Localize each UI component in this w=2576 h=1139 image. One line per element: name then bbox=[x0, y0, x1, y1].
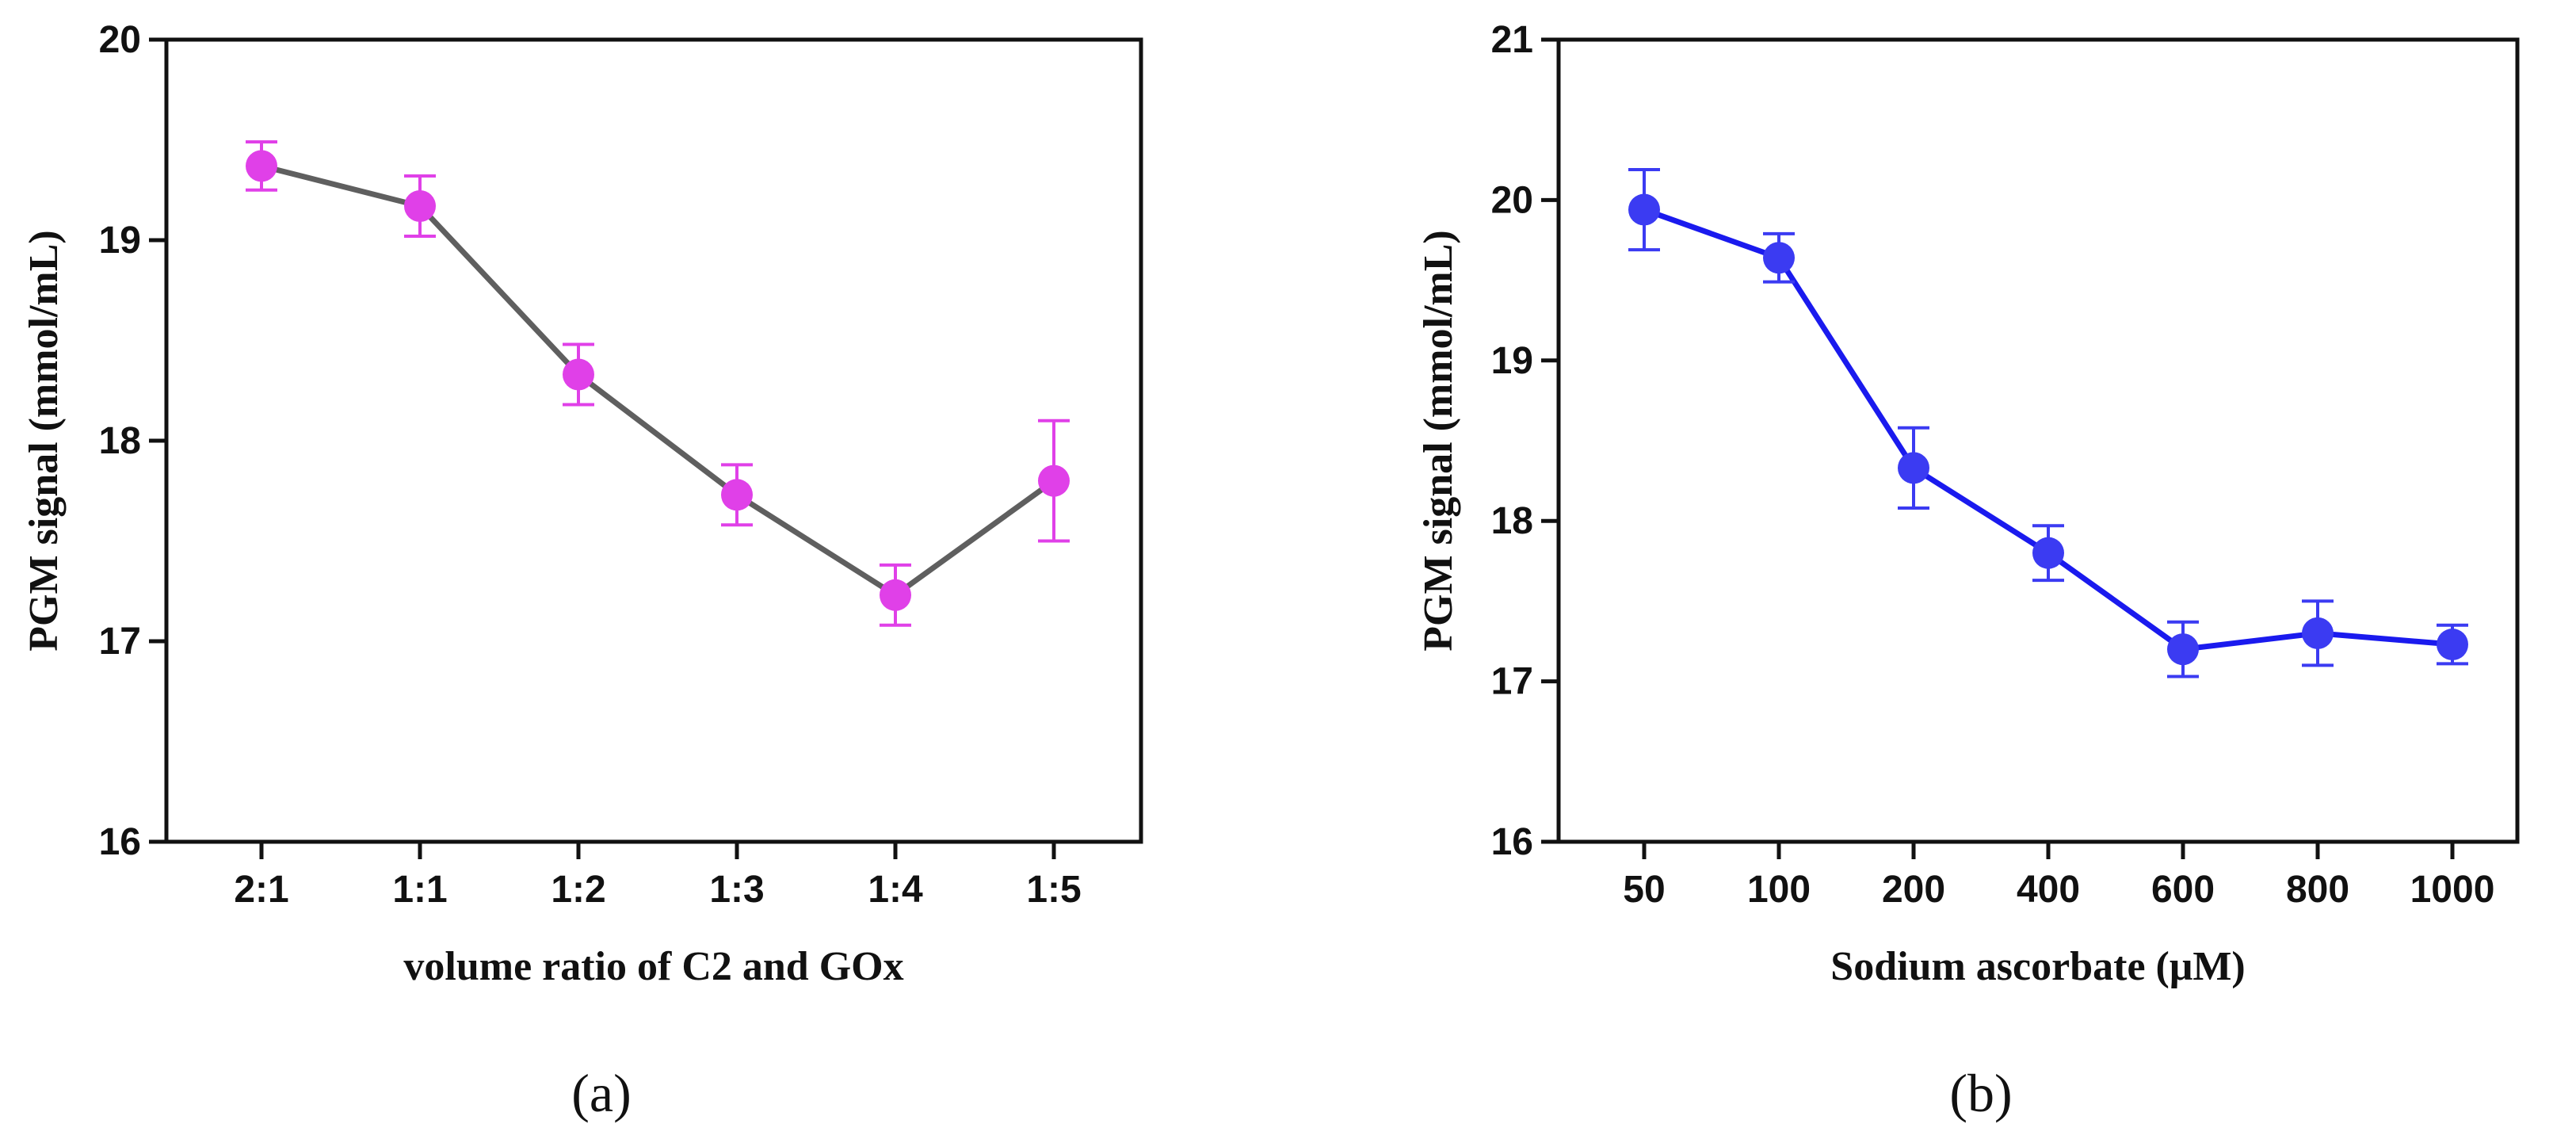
data-point bbox=[721, 479, 753, 511]
panel-label-a: (a) bbox=[571, 1063, 631, 1123]
data-point bbox=[404, 189, 436, 222]
y-ticks-a: 16 17 18 19 20 bbox=[99, 19, 166, 863]
x-tick-label: 1:1 bbox=[392, 869, 447, 911]
x-tick-label: 2:1 bbox=[234, 869, 288, 911]
data-point bbox=[1763, 242, 1795, 274]
y-tick-label: 20 bbox=[99, 19, 141, 61]
data-point bbox=[2167, 633, 2199, 666]
x-tick-label: 200 bbox=[1882, 869, 1945, 911]
x-tick-label: 1:2 bbox=[551, 869, 605, 911]
y-tick-label: 18 bbox=[99, 420, 141, 462]
x-axis-title-a: volume ratio of C2 and GOx bbox=[403, 944, 903, 989]
series-line-a bbox=[261, 162, 1056, 598]
data-point bbox=[2437, 629, 2468, 661]
y-tick-label: 19 bbox=[99, 220, 141, 262]
data-point bbox=[1628, 193, 1660, 226]
x-tick-label: 1:4 bbox=[868, 869, 923, 911]
data-point bbox=[2032, 537, 2064, 569]
x-tick-label: 400 bbox=[2017, 869, 2080, 911]
data-point bbox=[1038, 464, 1070, 497]
plot-frame-a bbox=[164, 37, 1143, 844]
y-tick-label: 17 bbox=[99, 621, 141, 663]
y-tick-label: 21 bbox=[1491, 19, 1533, 61]
chart-panel-a: 16 17 18 19 20 2:1 1:1 1:2 1:3 1:4 1:5 PGM signal… bbox=[21, 19, 1143, 1123]
y-axis-title-b: PGM signal (mmol/mL) bbox=[1416, 230, 1461, 652]
y-tick-label: 17 bbox=[1491, 661, 1533, 703]
panel-label-b: (b) bbox=[1949, 1063, 2012, 1123]
data-point bbox=[880, 579, 911, 611]
x-ticks-b: 50 100 200 400 600 800 1000 bbox=[1623, 842, 2494, 911]
data-point bbox=[2302, 617, 2334, 649]
y-axis-title-a: PGM signal (mmol/mL) bbox=[21, 230, 67, 652]
x-axis-title-b: Sodium ascorbate (μM) bbox=[1830, 944, 2245, 989]
x-tick-label: 600 bbox=[2151, 869, 2215, 911]
chart-panel-b: 16 17 18 19 20 21 50 100 200 400 600 800 1000 PGM s… bbox=[1416, 19, 2520, 1123]
data-point bbox=[1898, 452, 1929, 484]
x-tick-label: 800 bbox=[2286, 869, 2349, 911]
y-tick-label: 18 bbox=[1491, 500, 1533, 542]
y-tick-label: 16 bbox=[1491, 821, 1533, 863]
data-point bbox=[563, 358, 594, 391]
series-b bbox=[1628, 167, 2468, 678]
series-line-b bbox=[1643, 207, 2453, 652]
x-tick-label: 1:5 bbox=[1026, 869, 1081, 911]
plot-frame-b bbox=[1556, 37, 2520, 844]
x-tick-label: 100 bbox=[1747, 869, 1811, 911]
x-tick-label: 1000 bbox=[2410, 869, 2495, 911]
series-a bbox=[246, 140, 1070, 627]
y-tick-label: 19 bbox=[1491, 340, 1533, 382]
x-tick-label: 1:3 bbox=[709, 869, 764, 911]
y-tick-label: 16 bbox=[99, 821, 141, 863]
data-point bbox=[246, 150, 277, 182]
x-ticks-a: 2:1 1:1 1:2 1:3 1:4 1:5 bbox=[234, 842, 1082, 911]
x-tick-label: 50 bbox=[1623, 869, 1665, 911]
y-tick-label: 20 bbox=[1491, 179, 1533, 221]
y-ticks-b: 16 17 18 19 20 21 bbox=[1491, 19, 1559, 863]
